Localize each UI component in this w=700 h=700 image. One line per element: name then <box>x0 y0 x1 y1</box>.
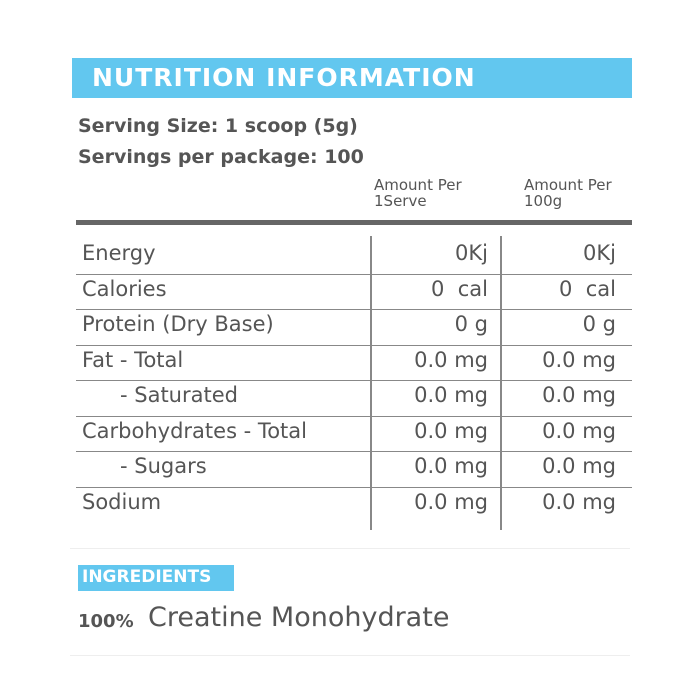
column-line <box>500 236 502 530</box>
row-value: 0.0 mg <box>542 347 616 372</box>
label-title: NUTRITION INFORMATION <box>92 63 476 92</box>
row-line <box>76 273 632 275</box>
row-value: 0 cal <box>559 276 616 301</box>
ingredient-percent: 100% <box>78 611 134 632</box>
row-label: Protein (Dry Base) <box>82 312 274 336</box>
ingredients-banner <box>78 565 234 591</box>
title-banner <box>72 58 632 98</box>
row-line <box>76 344 632 346</box>
servings-per-package: Servings per package: 100 <box>78 146 364 168</box>
ingredients-title: INGREDIENTS <box>82 567 212 587</box>
row-value: 0Kj <box>583 241 616 265</box>
separator <box>70 655 630 656</box>
row-value: 0.0 mg <box>542 489 616 514</box>
divider <box>76 220 632 225</box>
row-line <box>76 380 632 381</box>
row-label: Sodium <box>82 489 162 514</box>
column-line <box>370 236 372 530</box>
separator <box>70 548 630 549</box>
row-value: 0 cal <box>431 276 488 301</box>
row-value: 0.0 mg <box>542 454 616 478</box>
row-label: - Sugars <box>120 454 207 478</box>
row-value: 0.0 mg <box>414 418 488 443</box>
row-value: 0.0 mg <box>414 383 488 407</box>
row-value: 0.0 mg <box>414 489 488 514</box>
column-header: Amount Per 100g <box>524 176 612 210</box>
row-label: Calories <box>82 276 167 301</box>
row-value: 0.0 mg <box>542 383 616 407</box>
row-value: 0Kj <box>455 241 488 265</box>
row-value: 0 g <box>454 312 488 336</box>
row-value: 0 g <box>582 312 616 336</box>
row-label: Carbohydrates - Total <box>82 418 307 443</box>
row-label: Fat - Total <box>82 347 184 372</box>
row-line <box>76 309 632 310</box>
row-value: 0.0 mg <box>414 454 488 478</box>
serving-size: Serving Size: 1 scoop (5g) <box>78 115 358 137</box>
row-label: - Saturated <box>120 383 238 407</box>
column-header: Amount Per 1Serve <box>374 176 462 210</box>
ingredient-name: Creatine Monohydrate <box>148 602 450 633</box>
row-line <box>76 486 632 488</box>
row-label: Energy <box>82 241 156 265</box>
row-value: 0.0 mg <box>542 418 616 443</box>
row-value: 0.0 mg <box>414 347 488 372</box>
row-line <box>76 415 632 417</box>
row-line <box>76 451 632 452</box>
